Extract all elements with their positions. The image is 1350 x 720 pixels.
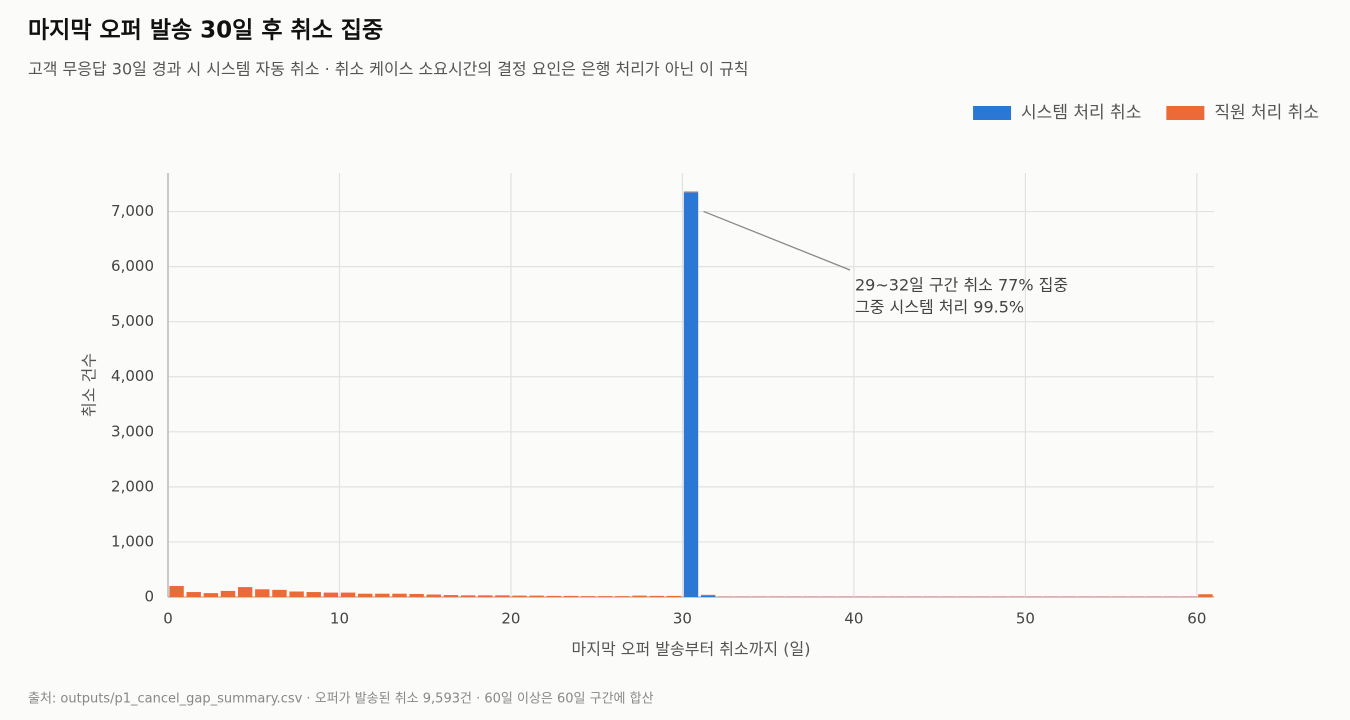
bar xyxy=(203,593,219,597)
bar xyxy=(683,191,699,193)
y-tick-label: 2,000 xyxy=(111,477,154,495)
bar xyxy=(563,595,579,597)
annotation-text: 29~32일 구간 취소 77% 집중 xyxy=(855,276,1068,295)
bar xyxy=(392,593,407,597)
source-note: 출처: outputs/p1_cancel_gap_summary.csv · … xyxy=(28,692,654,707)
bar xyxy=(375,593,390,597)
bar xyxy=(683,192,699,598)
legend-swatch xyxy=(1166,106,1205,120)
y-tick-label: 5,000 xyxy=(111,312,154,330)
chart-title: 마지막 오퍼 발송 30일 후 취소 집중 xyxy=(28,18,383,44)
annotation-leader xyxy=(703,210,851,271)
bar xyxy=(460,595,476,597)
bar xyxy=(512,595,527,597)
x-axis-label: 마지막 오퍼 발송부터 취소까지 (일) xyxy=(572,640,811,659)
bar xyxy=(340,592,356,597)
chart-subtitle: 고객 무응답 30일 경과 시 시스템 자동 취소 · 취소 케이스 소요시간의… xyxy=(28,60,749,79)
bar xyxy=(357,593,373,597)
bar xyxy=(443,595,459,597)
bar xyxy=(255,589,270,597)
y-tick-label: 0 xyxy=(144,588,154,606)
x-tick-label: 40 xyxy=(844,610,863,628)
bar xyxy=(700,594,716,596)
y-tick-label: 6,000 xyxy=(111,257,154,275)
bar xyxy=(272,589,287,597)
bar xyxy=(220,590,236,597)
y-tick-label: 4,000 xyxy=(111,367,154,385)
y-tick-label: 3,000 xyxy=(111,422,154,440)
bar xyxy=(237,587,253,597)
bar xyxy=(615,596,630,597)
bar xyxy=(289,591,304,597)
x-tick-label: 60 xyxy=(1187,610,1206,628)
legend-swatch xyxy=(973,106,1012,120)
bar xyxy=(323,592,339,597)
bar xyxy=(546,595,562,597)
x-tick-label: 20 xyxy=(501,610,520,628)
x-tick-label: 10 xyxy=(330,610,349,628)
legend-label: 직원 처리 취소 xyxy=(1214,103,1319,123)
bar xyxy=(1198,594,1213,597)
annotation-text: 그중 시스템 처리 99.5% xyxy=(855,298,1024,317)
y-tick-label: 1,000 xyxy=(111,532,154,550)
bar xyxy=(169,585,184,597)
bar xyxy=(632,595,647,597)
legend-label: 시스템 처리 취소 xyxy=(1021,103,1141,123)
y-tick-label: 7,000 xyxy=(111,202,154,220)
bar xyxy=(598,596,613,597)
bar xyxy=(478,595,493,597)
x-tick-label: 0 xyxy=(163,610,173,628)
bar xyxy=(186,592,201,597)
y-axis-label: 취소 건수 xyxy=(80,353,99,417)
x-tick-label: 50 xyxy=(1016,610,1035,628)
bar xyxy=(306,592,321,597)
bar xyxy=(409,593,424,597)
bar xyxy=(495,595,510,597)
bar xyxy=(666,595,682,597)
bar xyxy=(580,596,596,597)
bar xyxy=(649,595,664,597)
bar xyxy=(700,595,716,597)
bar xyxy=(426,594,441,597)
x-tick-label: 30 xyxy=(673,610,692,628)
bar xyxy=(529,595,544,597)
